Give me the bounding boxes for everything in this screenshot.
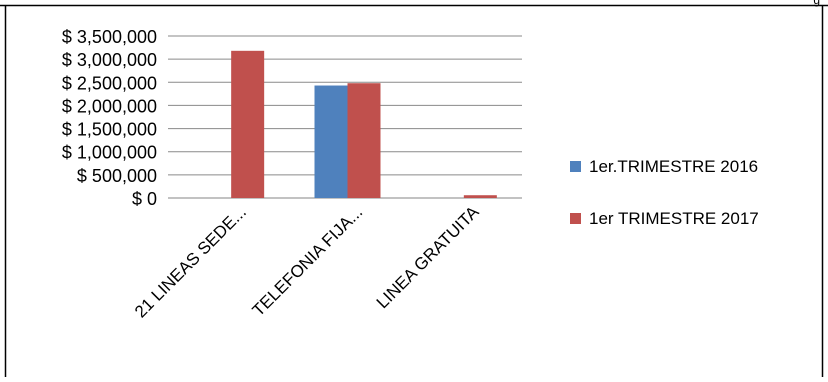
x-tick-label: 21 LINEAS SEDE... <box>131 202 250 321</box>
y-tick-label: $ 500,000 <box>77 166 157 186</box>
bar-2016-1 <box>314 85 348 198</box>
y-tick-label: $ 3,500,000 <box>62 27 157 47</box>
bar-2017-2 <box>463 195 497 198</box>
y-tick-label: $ 1,500,000 <box>62 120 157 140</box>
x-tick-label: TELEFONIA FIJA... <box>249 202 367 320</box>
y-tick-label: $ 0 <box>132 189 157 209</box>
y-tick-label: $ 2,500,000 <box>62 73 157 93</box>
y-axis-ticks: $ 0 $ 500,000 $ 1,000,000 $ 1,500,000 $ 2,00… <box>62 27 157 209</box>
legend-label: 1er TRIMESTRE 2017 <box>589 209 759 228</box>
legend-label: 1er.TRIMESTRE 2016 <box>589 157 758 176</box>
bar-2017-1 <box>347 83 381 198</box>
bars <box>231 50 497 198</box>
y-tick-label: $ 2,000,000 <box>62 96 157 116</box>
corner-mark: g <box>813 0 820 7</box>
y-tick-label: $ 1,000,000 <box>62 143 157 163</box>
legend: 1er.TRIMESTRE 2016 1er TRIMESTRE 2017 <box>570 157 759 228</box>
x-tick-label: LINEA GRATUITA <box>373 202 483 312</box>
legend-swatch <box>570 213 581 224</box>
bar-2017-0 <box>231 50 265 198</box>
y-tick-label: $ 3,000,000 <box>62 50 157 70</box>
x-axis-ticks: 21 LINEAS SEDE...TELEFONIA FIJA... LINEA … <box>131 202 483 321</box>
legend-swatch <box>570 161 581 172</box>
